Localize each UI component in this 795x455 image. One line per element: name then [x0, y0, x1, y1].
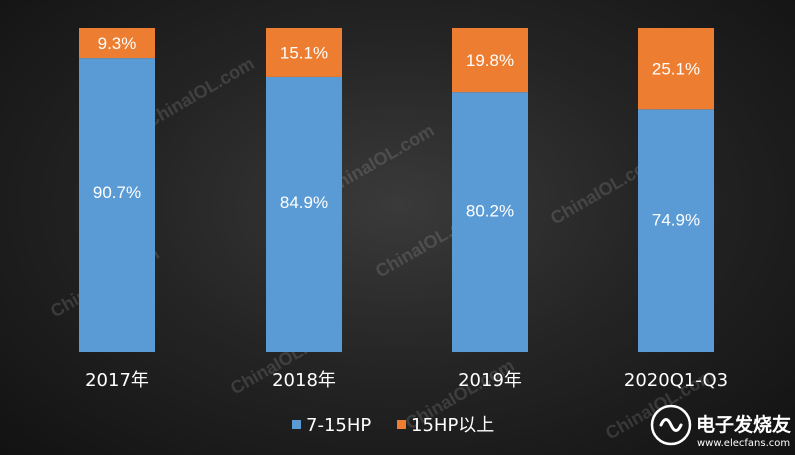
- data-label-7-15hp: 90.7%: [93, 183, 141, 202]
- logo-ring: [650, 404, 692, 446]
- legend-label-7-15hp: 7-15HP: [306, 415, 371, 436]
- bar-segment-7-15hp: [638, 109, 714, 352]
- elecfans-logo: 电子发烧友 www.elecfans.com: [650, 404, 791, 449]
- logo-url: www.elecfans.com: [697, 438, 790, 449]
- bar-segment-15hp-plus: [452, 28, 528, 93]
- category-label: 2019年: [458, 370, 522, 391]
- legend-swatch-7-15hp: [292, 420, 301, 429]
- circuit-chip-icon: [650, 404, 692, 446]
- data-label-15hp-plus: 15.1%: [280, 43, 328, 62]
- bar-segment-15hp-plus: [79, 28, 155, 59]
- legend: 7-15HP 15HP以上: [292, 415, 494, 436]
- bar-segment-7-15hp: [452, 92, 528, 352]
- category-label: 2017年: [85, 370, 149, 391]
- data-label-7-15hp: 80.2%: [466, 201, 514, 220]
- data-label-15hp-plus: 19.8%: [466, 51, 514, 70]
- data-label-7-15hp: 74.9%: [652, 211, 700, 230]
- bar-segment-15hp-plus: [638, 28, 714, 110]
- bars-layer: 90.7% 9.3% 84.9% 15.1% 80.2% 19.8% 74.9% 25.1%: [79, 28, 714, 353]
- bar-segment-15hp-plus: [266, 28, 342, 77]
- legend-swatch-15hp-plus: [397, 420, 406, 429]
- category-label: 2020Q1-Q3: [624, 370, 728, 391]
- logo-title: 电子发烧友: [696, 413, 791, 436]
- data-label-7-15hp: 84.9%: [280, 193, 328, 212]
- legend-label-15hp-plus: 15HP以上: [411, 415, 494, 436]
- bar-segment-7-15hp: [266, 76, 342, 352]
- data-label-15hp-plus: 25.1%: [652, 60, 700, 79]
- category-labels: 2017年 2018年 2019年 2020Q1-Q3: [85, 370, 728, 391]
- bar-segment-7-15hp: [79, 58, 155, 353]
- category-label: 2018年: [272, 370, 336, 391]
- watermark-text: ChinaIOL.com: [142, 53, 258, 131]
- data-label-15hp-plus: 9.3%: [98, 34, 137, 53]
- logo-wave: [659, 418, 683, 432]
